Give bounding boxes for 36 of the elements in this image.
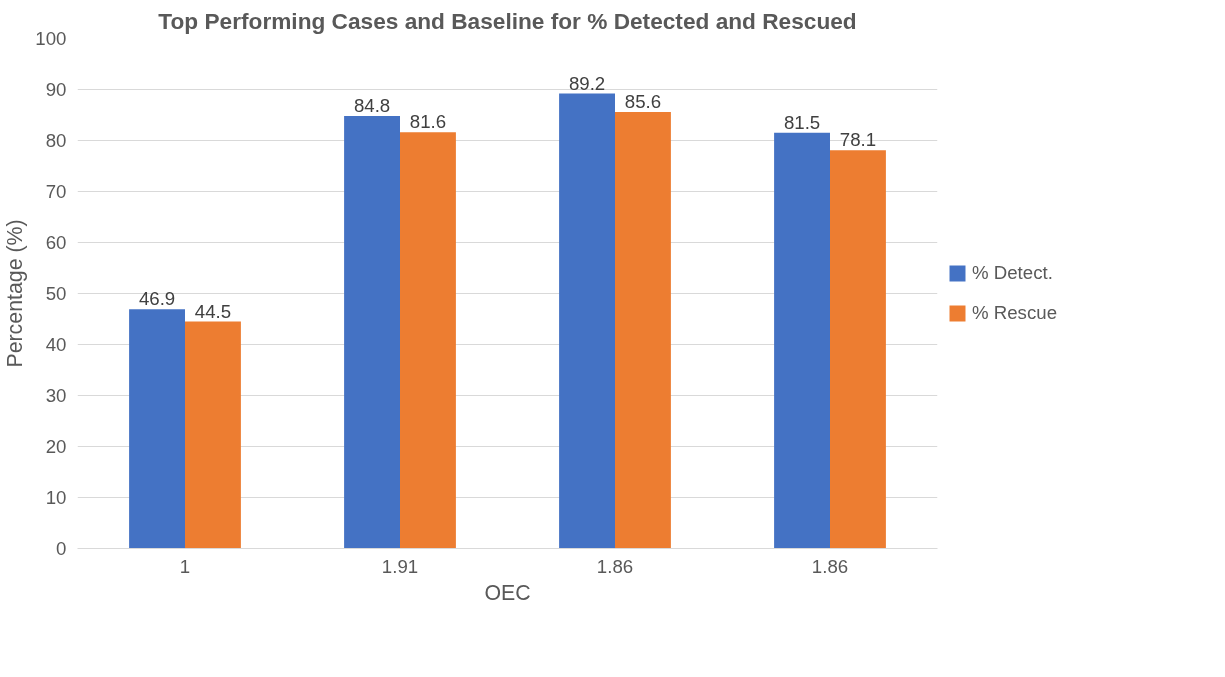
x-tick-label: 1.86 (596, 555, 634, 577)
bar (559, 93, 615, 549)
bar (615, 111, 671, 549)
bar (129, 309, 185, 549)
legend-label: % Rescue (972, 302, 1058, 324)
y-tick-label: 90 (45, 79, 67, 100)
data-label: 85.6 (624, 90, 662, 112)
data-label: 89.2 (568, 72, 606, 94)
bar (185, 321, 241, 549)
bar (344, 116, 400, 549)
data-label: 46.9 (138, 288, 176, 310)
data-label: 81.6 (409, 111, 447, 133)
bar (774, 132, 830, 549)
bar (830, 150, 886, 549)
y-axis-title: Percentage (%) (3, 219, 28, 368)
bar (400, 132, 456, 549)
x-tick-label: 1 (179, 555, 191, 577)
y-tick-label: 60 (45, 232, 67, 253)
y-tick-label: 80 (45, 130, 67, 151)
y-tick-label: 50 (45, 283, 67, 304)
legend-label: % Detect. (972, 262, 1053, 284)
y-tick-label: 30 (45, 385, 67, 406)
data-label: 81.5 (783, 111, 821, 133)
y-tick-label: 40 (45, 334, 67, 355)
data-label: 84.8 (353, 95, 391, 117)
y-tick-label: 20 (45, 436, 67, 457)
y-tick-label: 100 (35, 28, 67, 49)
x-tick-label: 1.91 (381, 555, 419, 577)
x-axis-title: OEC (484, 580, 531, 605)
data-label: 78.1 (839, 129, 877, 151)
x-tick-label: 1.86 (811, 555, 849, 577)
y-tick-label: 0 (56, 538, 67, 559)
y-tick-label: 10 (45, 487, 67, 508)
data-label: 44.5 (194, 300, 232, 322)
y-tick-label: 70 (45, 181, 67, 202)
chart-title: Top Performing Cases and Baseline for % Detected and Rescued (158, 7, 857, 34)
